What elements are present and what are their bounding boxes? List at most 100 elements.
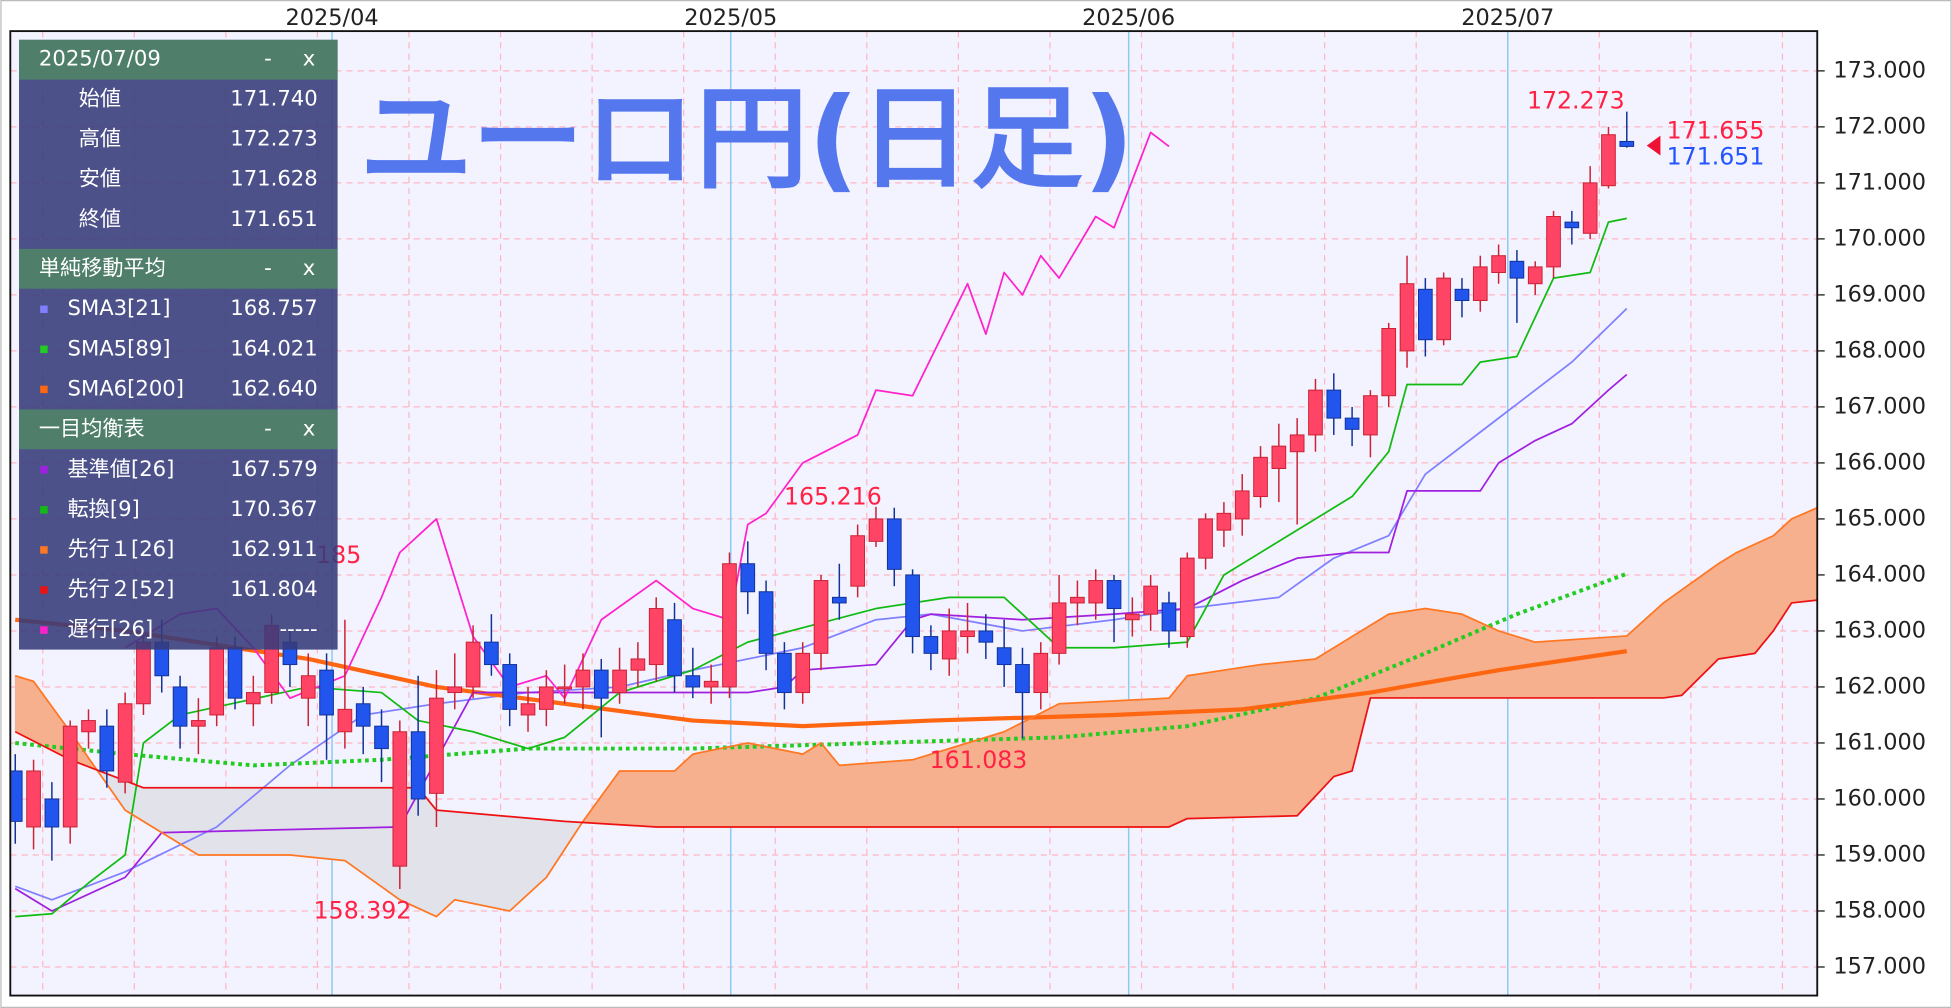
cloud-fill bbox=[1434, 609, 1440, 699]
indicator-line bbox=[14, 506, 1818, 918]
cloud-fill bbox=[866, 762, 872, 828]
cloud-fill bbox=[1672, 592, 1678, 698]
cloud-fill bbox=[747, 742, 753, 828]
cloud-fill bbox=[912, 757, 918, 828]
cloud-fill bbox=[353, 787, 359, 872]
cloud-fill bbox=[1122, 699, 1129, 828]
cloud-fill bbox=[24, 678, 30, 740]
cloud-fill bbox=[536, 818, 543, 887]
cloud-fill bbox=[1264, 663, 1271, 817]
y-tick-label: 160.000 bbox=[1833, 785, 1926, 811]
cloud-fill bbox=[239, 787, 245, 856]
cloud-fill bbox=[509, 816, 515, 912]
candle-body bbox=[740, 563, 756, 593]
cloud-fill bbox=[1644, 614, 1651, 699]
annotations: 172.273165.216161.083158.392185171.65517… bbox=[314, 87, 1765, 925]
axes: 157.000 158.000 159.000 160.000 161.000 162.0… bbox=[286, 5, 1926, 979]
panel-minimize[interactable]: - bbox=[264, 255, 272, 280]
cloud-fill bbox=[376, 787, 382, 888]
cloud-fill bbox=[1044, 707, 1051, 828]
cloud-fill bbox=[165, 787, 172, 839]
cloud-fill bbox=[756, 744, 762, 828]
y-tick-label: 170.000 bbox=[1833, 225, 1926, 251]
candle-body bbox=[1106, 580, 1122, 610]
x-tick-label: 2025/07 bbox=[1461, 5, 1554, 31]
candle-body bbox=[978, 630, 994, 643]
legend-swatch bbox=[40, 466, 48, 474]
panel-label: 先行２[52] bbox=[68, 576, 175, 601]
candle-body bbox=[813, 580, 829, 654]
candle-body bbox=[355, 703, 371, 727]
cloud-fill bbox=[1136, 699, 1142, 828]
panel-close[interactable]: x bbox=[303, 255, 316, 280]
cloud-fill bbox=[179, 787, 186, 848]
candle-body bbox=[1546, 215, 1561, 268]
cloud-fill bbox=[875, 761, 881, 828]
cloud-fill bbox=[1077, 702, 1083, 828]
cloud-fill bbox=[1072, 702, 1078, 828]
cloud-fill bbox=[1388, 613, 1394, 699]
cloud-fill bbox=[1008, 726, 1014, 828]
cloud-fill bbox=[344, 787, 350, 865]
candle-body bbox=[374, 725, 389, 750]
y-tick-label: 157.000 bbox=[1833, 953, 1926, 979]
x-tick-label: 2025/04 bbox=[286, 5, 379, 31]
candle-body bbox=[1381, 328, 1397, 397]
cloud-fill bbox=[1704, 569, 1710, 674]
cloud-fill bbox=[1182, 674, 1188, 822]
panel-close[interactable]: x bbox=[303, 46, 316, 71]
cloud-fill bbox=[1127, 699, 1133, 828]
cloud-fill bbox=[1653, 606, 1660, 699]
cloud-fill bbox=[211, 787, 218, 856]
cloud-fill bbox=[1090, 701, 1097, 828]
cloud-fill bbox=[188, 787, 195, 853]
candle-body bbox=[319, 669, 334, 716]
x-tick-label: 2025/06 bbox=[1082, 5, 1175, 31]
candle-body bbox=[1216, 512, 1232, 531]
cloud-fill bbox=[495, 814, 501, 910]
cloud-fill bbox=[1145, 698, 1152, 828]
candle-body bbox=[429, 697, 444, 794]
cloud-fill bbox=[1392, 612, 1399, 699]
panel-minimize[interactable]: - bbox=[264, 46, 272, 71]
cloud-fill bbox=[37, 686, 44, 747]
cloud-fill bbox=[468, 812, 474, 904]
cloud-fill bbox=[1786, 518, 1792, 612]
panel-close[interactable]: x bbox=[303, 415, 316, 440]
legend-swatch bbox=[40, 305, 48, 313]
cloud-fill bbox=[1740, 547, 1747, 656]
cloud-fill bbox=[1054, 703, 1060, 828]
cloud-fill bbox=[1457, 613, 1463, 699]
panel-value: 172.273 bbox=[230, 126, 317, 151]
y-tick-label: 164.000 bbox=[1833, 561, 1926, 587]
cloud-fill bbox=[1154, 698, 1161, 828]
cloud-fill bbox=[294, 787, 300, 857]
candle-body bbox=[850, 535, 865, 587]
cloud-fill bbox=[1315, 655, 1321, 798]
cloud-fill bbox=[802, 750, 808, 828]
y-tick-label: 167.000 bbox=[1833, 393, 1926, 419]
cloud-fill bbox=[1347, 635, 1353, 773]
cloud-fill bbox=[1498, 630, 1504, 699]
cloud-fill bbox=[1635, 622, 1641, 699]
legend-swatch bbox=[40, 345, 48, 354]
cloud-fill bbox=[1205, 671, 1211, 819]
panel-value: 164.021 bbox=[230, 335, 317, 360]
candle-body bbox=[557, 686, 572, 690]
cloud-fill bbox=[765, 746, 772, 828]
cloud-fill bbox=[1113, 700, 1119, 828]
cloud-fill bbox=[481, 813, 488, 907]
cloud-fill bbox=[243, 787, 250, 856]
panel-header bbox=[19, 39, 338, 80]
candle-body bbox=[520, 703, 536, 716]
cloud-fill bbox=[1566, 639, 1573, 699]
candle-body bbox=[886, 518, 902, 570]
panel-minimize[interactable]: - bbox=[264, 415, 272, 440]
cloud-fill bbox=[1452, 612, 1458, 699]
cloud-fill bbox=[1640, 618, 1646, 699]
cloud-fill bbox=[1717, 560, 1724, 660]
y-tick-label: 159.000 bbox=[1833, 841, 1926, 867]
cloud-fill bbox=[623, 770, 630, 826]
